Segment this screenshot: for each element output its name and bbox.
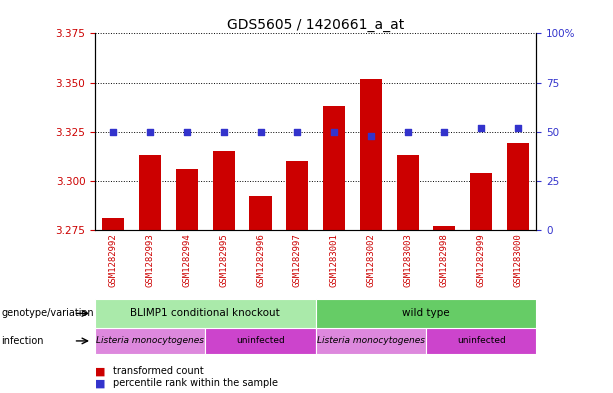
Point xyxy=(109,129,118,135)
Text: uninfected: uninfected xyxy=(457,336,506,345)
Text: Listeria monocytogenes: Listeria monocytogenes xyxy=(317,336,425,345)
Text: wild type: wild type xyxy=(402,309,450,318)
Text: BLIMP1 conditional knockout: BLIMP1 conditional knockout xyxy=(131,309,280,318)
Text: ■: ■ xyxy=(95,378,105,388)
Point xyxy=(182,129,192,135)
Text: GSM1282996: GSM1282996 xyxy=(256,233,265,287)
Point xyxy=(403,129,413,135)
Bar xyxy=(205,328,316,354)
Bar xyxy=(360,79,382,230)
Bar xyxy=(139,155,161,230)
Point xyxy=(219,129,229,135)
Text: infection: infection xyxy=(1,336,44,346)
Text: percentile rank within the sample: percentile rank within the sample xyxy=(113,378,278,388)
Point xyxy=(513,125,523,131)
Text: Listeria monocytogenes: Listeria monocytogenes xyxy=(96,336,204,345)
Bar xyxy=(426,328,536,354)
Text: GSM1282992: GSM1282992 xyxy=(109,233,118,287)
Point xyxy=(329,129,339,135)
Point xyxy=(292,129,302,135)
Bar xyxy=(286,161,308,230)
Bar xyxy=(102,218,124,230)
Text: GSM1283001: GSM1283001 xyxy=(330,233,338,287)
Text: uninfected: uninfected xyxy=(236,336,285,345)
Bar xyxy=(95,328,205,354)
Bar xyxy=(95,299,316,328)
Text: GSM1282999: GSM1282999 xyxy=(477,233,485,287)
Bar xyxy=(507,143,529,230)
Point xyxy=(476,125,486,131)
Bar xyxy=(316,299,536,328)
Text: GSM1282995: GSM1282995 xyxy=(219,233,228,287)
Text: GSM1282997: GSM1282997 xyxy=(293,233,302,287)
Text: transformed count: transformed count xyxy=(113,366,204,376)
Text: GSM1283003: GSM1283003 xyxy=(403,233,412,287)
Bar xyxy=(323,106,345,230)
Title: GDS5605 / 1420661_a_at: GDS5605 / 1420661_a_at xyxy=(227,18,405,32)
Bar xyxy=(397,155,419,230)
Text: GSM1283002: GSM1283002 xyxy=(367,233,375,287)
Text: GSM1282998: GSM1282998 xyxy=(440,233,449,287)
Point xyxy=(256,129,265,135)
Text: GSM1282994: GSM1282994 xyxy=(183,233,191,287)
Text: GSM1283000: GSM1283000 xyxy=(514,233,522,287)
Bar xyxy=(249,196,272,230)
Point xyxy=(366,132,376,139)
Text: ■: ■ xyxy=(95,366,105,376)
Bar xyxy=(433,226,455,230)
Bar xyxy=(213,151,235,230)
Point xyxy=(145,129,155,135)
Text: genotype/variation: genotype/variation xyxy=(1,309,94,318)
Point xyxy=(440,129,449,135)
Text: GSM1282993: GSM1282993 xyxy=(146,233,154,287)
Bar xyxy=(176,169,198,230)
Bar xyxy=(316,328,426,354)
Bar xyxy=(470,173,492,230)
